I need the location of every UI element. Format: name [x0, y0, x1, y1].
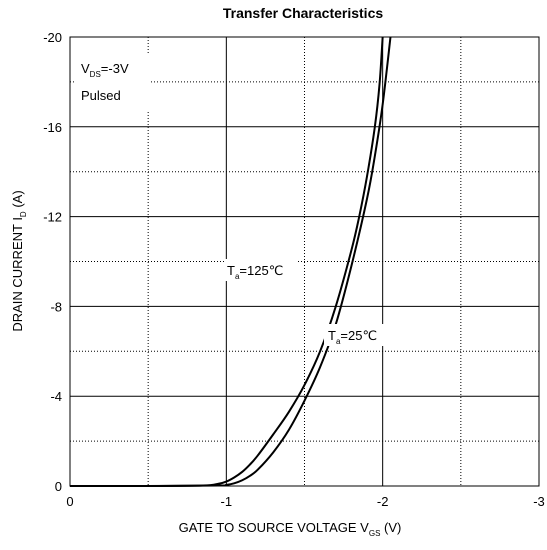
x-axis-label: GATE TO SOURCE VOLTAGE VGS (V) — [179, 520, 402, 538]
x-tick-label: -1 — [221, 494, 233, 509]
condition-vds: VDS=-3V — [81, 61, 129, 79]
series-line-25c — [69, 36, 392, 488]
x-tick-labels: 0 -1 -2 -3 — [66, 494, 544, 509]
y-tick-label: -20 — [43, 30, 62, 45]
t25-label: Ta=25℃ — [328, 328, 377, 346]
condition-pulsed: Pulsed — [81, 88, 121, 103]
grid — [70, 37, 539, 486]
t125-label-bg — [224, 259, 298, 281]
chart-title: Transfer Characteristics — [223, 5, 384, 21]
y-tick-label: -4 — [50, 389, 62, 404]
y-tick-label: 0 — [55, 479, 62, 494]
t25-label-bg — [324, 324, 392, 346]
y-axis-label: DRAIN CURRENT ID (A) — [10, 190, 28, 331]
x-tick-label: 0 — [66, 494, 73, 509]
x-tick-label: -2 — [377, 494, 389, 509]
y-tick-label: -12 — [43, 210, 62, 225]
x-tick-label: -3 — [533, 494, 545, 509]
y-tick-label: -8 — [50, 299, 62, 314]
y-tick-labels: 0 -4 -8 -12 -16 -20 — [43, 30, 62, 494]
series-group — [69, 36, 392, 488]
series-line-125c — [69, 36, 384, 488]
condition-box — [74, 54, 150, 112]
t125-label: Ta=125℃ — [227, 263, 283, 281]
y-tick-label: -16 — [43, 120, 62, 135]
